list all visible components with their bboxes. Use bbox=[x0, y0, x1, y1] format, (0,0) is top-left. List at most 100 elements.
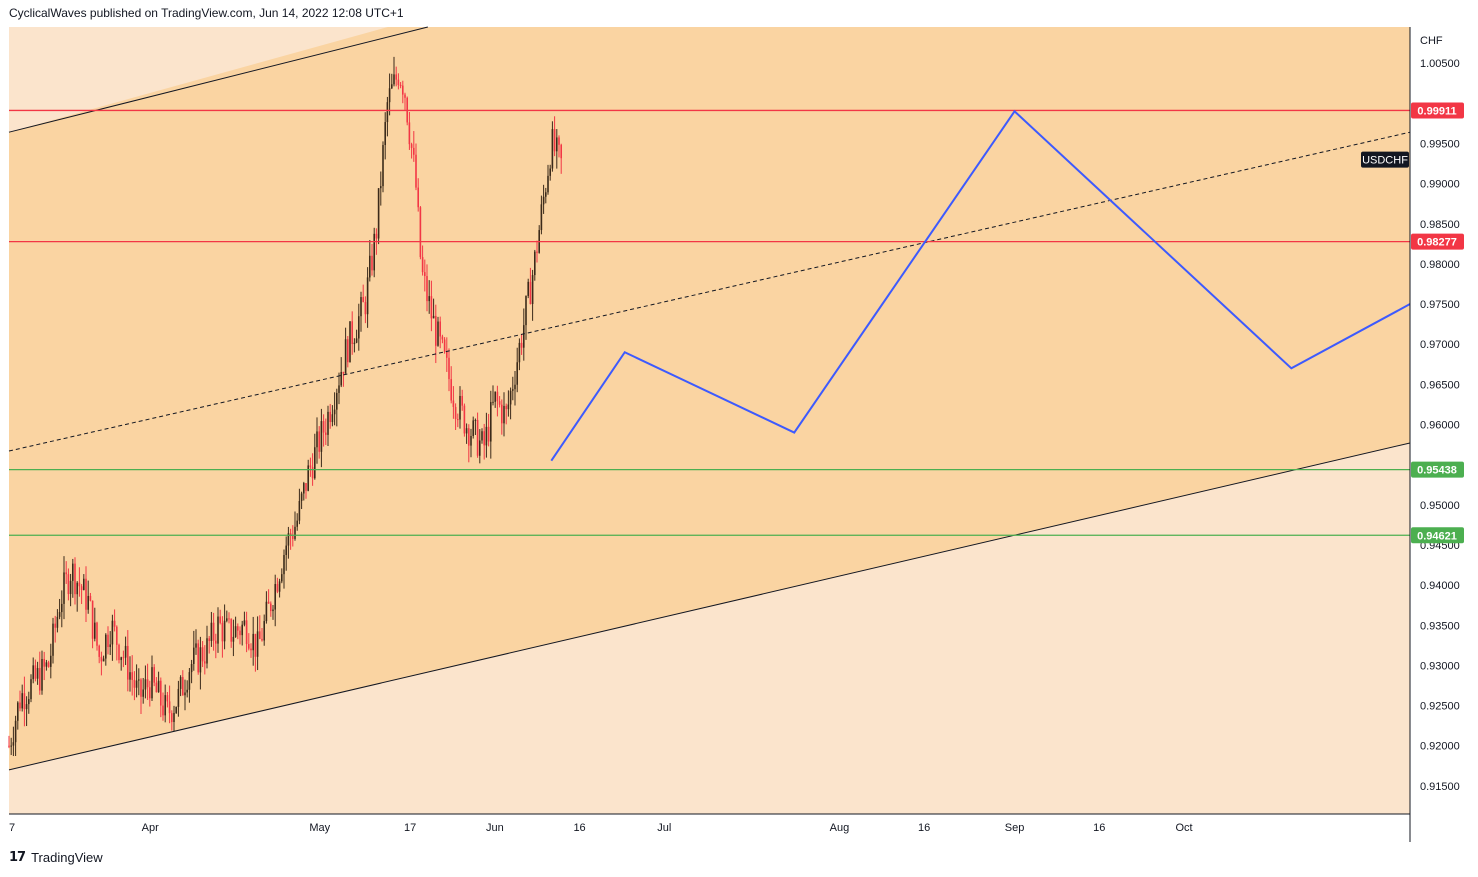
candle bbox=[65, 561, 67, 584]
candle bbox=[122, 650, 125, 668]
candle bbox=[520, 334, 523, 355]
time-tick-label: Oct bbox=[1175, 822, 1192, 834]
candle bbox=[296, 513, 298, 531]
candle bbox=[380, 171, 382, 206]
candle bbox=[83, 574, 85, 591]
candle bbox=[133, 671, 136, 701]
candle bbox=[360, 291, 362, 332]
candle bbox=[87, 580, 89, 614]
svg-text:0.95438: 0.95438 bbox=[1417, 465, 1457, 477]
candle bbox=[274, 574, 276, 627]
svg-text:0.99911: 0.99911 bbox=[1417, 105, 1456, 117]
candle bbox=[545, 187, 547, 204]
price-tick-label: 0.93000 bbox=[1420, 660, 1460, 672]
candle bbox=[146, 663, 149, 701]
candle bbox=[439, 316, 441, 349]
candle bbox=[498, 396, 501, 408]
projection-path[interactable] bbox=[550, 109, 1411, 462]
candle bbox=[349, 321, 351, 363]
candle bbox=[527, 278, 529, 299]
candle bbox=[531, 269, 534, 321]
candle bbox=[395, 66, 397, 87]
candle bbox=[21, 684, 23, 712]
candle bbox=[85, 566, 87, 623]
level-price-label: 0.95438 bbox=[1411, 461, 1464, 478]
candle bbox=[252, 616, 254, 666]
candle bbox=[39, 651, 41, 695]
level-price-label: 0.99911 bbox=[1411, 102, 1464, 119]
candle bbox=[129, 656, 131, 692]
candle bbox=[14, 715, 17, 757]
candle bbox=[41, 650, 43, 695]
candle bbox=[435, 304, 437, 364]
candle bbox=[144, 665, 147, 699]
candle bbox=[446, 337, 448, 372]
candle bbox=[371, 243, 373, 276]
candle bbox=[516, 347, 518, 393]
price-tick-label: 0.98000 bbox=[1420, 259, 1460, 271]
candle bbox=[23, 676, 26, 727]
candle bbox=[32, 657, 34, 684]
tradingview-footer[interactable]: 17 TradingView bbox=[9, 850, 103, 865]
channel-upper-line bbox=[8, 26, 428, 133]
candle bbox=[195, 629, 197, 655]
candle bbox=[140, 678, 142, 714]
candle bbox=[94, 607, 96, 642]
candle bbox=[96, 621, 98, 651]
candle bbox=[333, 392, 336, 426]
candle bbox=[430, 280, 433, 332]
time-tick-label: 17 bbox=[404, 822, 416, 834]
candle bbox=[454, 403, 457, 431]
candle bbox=[481, 428, 483, 444]
candle bbox=[514, 370, 516, 406]
candle bbox=[127, 630, 129, 692]
candle bbox=[186, 680, 188, 698]
candle bbox=[384, 112, 386, 160]
candle bbox=[509, 387, 512, 420]
candle bbox=[54, 615, 56, 643]
candle bbox=[450, 366, 452, 404]
candle bbox=[457, 413, 459, 428]
price-tick-label: 0.92500 bbox=[1420, 701, 1460, 713]
candle bbox=[501, 399, 503, 435]
svg-text:0.94621: 0.94621 bbox=[1417, 530, 1457, 542]
candle bbox=[182, 670, 184, 696]
price-axis-ticks[interactable]: 1.00500 0.99500 0.99000 0.98500 0.98000 0.975… bbox=[1420, 58, 1460, 793]
time-axis-ticks[interactable]: 7 Apr May 17 Jun 16 Jul Aug 16 Sep 16 Oct bbox=[9, 822, 1193, 834]
candle bbox=[175, 706, 177, 715]
price-tick-label: 0.96500 bbox=[1420, 379, 1460, 391]
price-tick-label: 0.99000 bbox=[1420, 179, 1460, 191]
candle bbox=[52, 617, 54, 664]
candle bbox=[50, 643, 52, 679]
candle bbox=[347, 336, 349, 368]
candle bbox=[109, 631, 111, 656]
candle bbox=[199, 636, 202, 690]
candle bbox=[118, 643, 120, 664]
candle bbox=[241, 620, 243, 646]
candle bbox=[177, 680, 180, 717]
candle bbox=[8, 735, 10, 749]
candle bbox=[518, 338, 521, 371]
candle bbox=[61, 590, 63, 628]
candle bbox=[309, 457, 312, 477]
candle bbox=[331, 405, 334, 427]
channel-middle-line bbox=[8, 131, 1411, 452]
level-price-label: 0.94621 bbox=[1411, 527, 1464, 544]
candle bbox=[69, 573, 72, 607]
candle bbox=[250, 643, 252, 658]
candle bbox=[234, 616, 237, 638]
price-tick-label: 0.96000 bbox=[1420, 420, 1460, 432]
currency-label: CHF bbox=[1420, 35, 1443, 47]
candle bbox=[428, 280, 430, 314]
candle bbox=[232, 619, 235, 657]
candle bbox=[320, 408, 323, 468]
candle bbox=[342, 371, 345, 387]
candle bbox=[314, 433, 316, 480]
candle bbox=[294, 511, 296, 541]
candle bbox=[272, 605, 274, 620]
candle bbox=[173, 705, 175, 732]
candle bbox=[153, 664, 155, 687]
candle bbox=[512, 376, 514, 401]
candle bbox=[76, 581, 78, 612]
